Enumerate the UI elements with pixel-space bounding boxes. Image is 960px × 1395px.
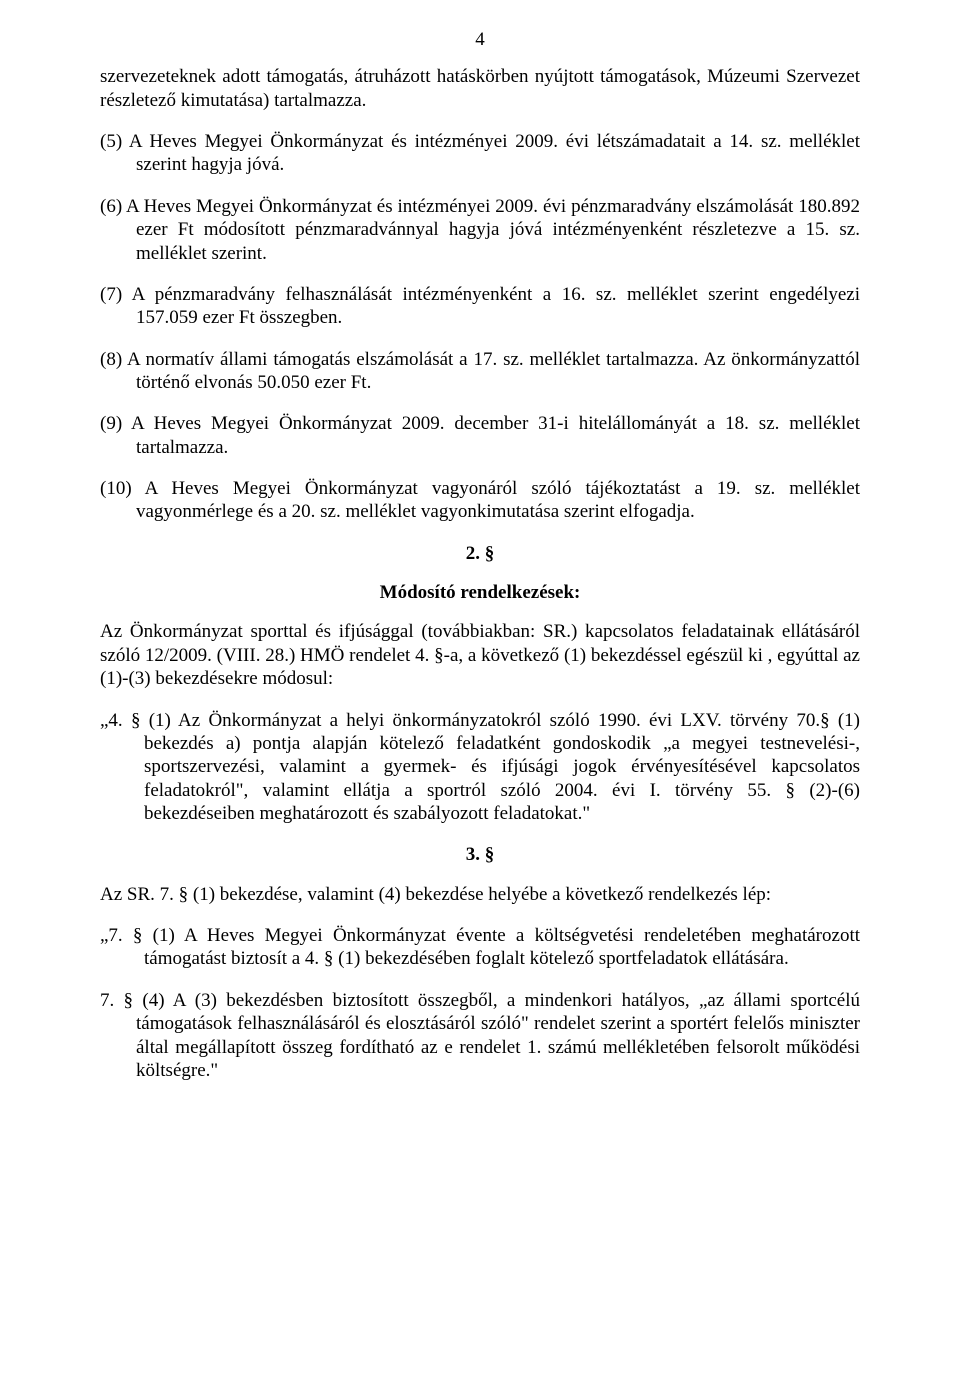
paragraph-3: (6) A Heves Megyei Önkormányzat és intéz…: [100, 195, 860, 265]
section-3-heading: 3. §: [100, 843, 860, 866]
paragraph-2: (5) A Heves Megyei Önkormányzat és intéz…: [100, 130, 860, 177]
paragraph-10: Az SR. 7. § (1) bekezdése, valamint (4) …: [100, 883, 860, 906]
paragraph-6: (9) A Heves Megyei Önkormányzat 2009. de…: [100, 412, 860, 459]
paragraph-7: (10) A Heves Megyei Önkormányzat vagyoná…: [100, 477, 860, 524]
paragraph-4: (7) A pénzmaradvány felhasználását intéz…: [100, 283, 860, 330]
paragraph-12: 7. § (4) A (3) bekezdésben biztosított ö…: [100, 989, 860, 1082]
paragraph-9: „4. § (1) Az Önkormányzat a helyi önkorm…: [100, 709, 860, 826]
paragraph-11: „7. § (1) A Heves Megyei Önkormányzat év…: [100, 924, 860, 971]
paragraph-1: szervezeteknek adott támogatás, átruházo…: [100, 65, 860, 112]
page-number: 4: [100, 28, 860, 51]
paragraph-8: Az Önkormányzat sporttal és ifjúsággal (…: [100, 620, 860, 690]
section-2-title: Módosító rendelkezések:: [100, 581, 860, 604]
paragraph-5: (8) A normatív állami támogatás elszámol…: [100, 348, 860, 395]
section-2-heading: 2. §: [100, 542, 860, 565]
